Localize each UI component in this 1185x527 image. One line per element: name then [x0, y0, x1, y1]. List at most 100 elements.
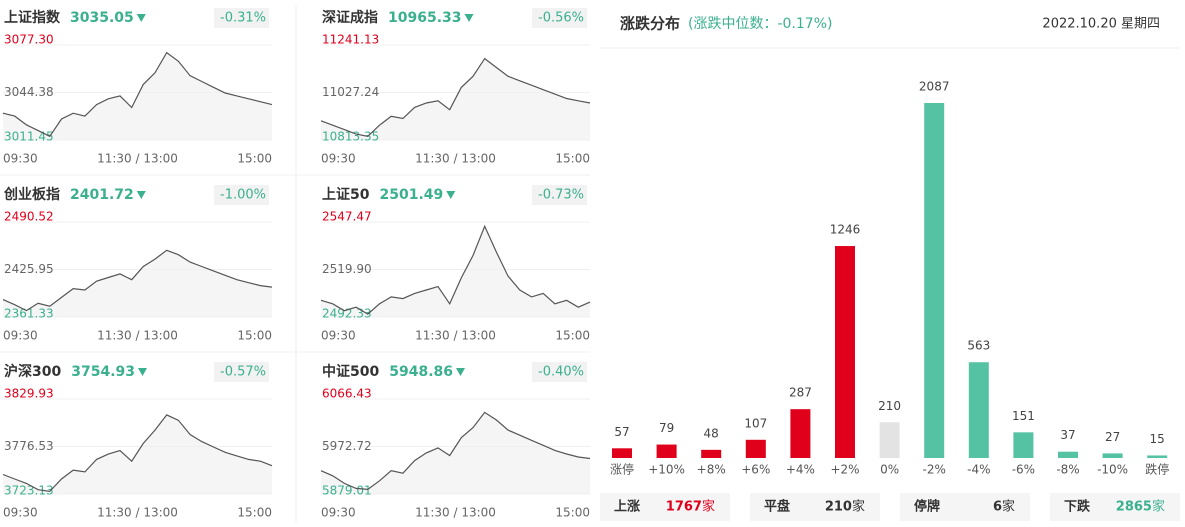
- index-name: 上证指数: [4, 9, 61, 26]
- change-badge: [532, 8, 587, 28]
- summary-value: 1767: [666, 500, 702, 515]
- summary-box: [750, 493, 880, 521]
- bar-value: 79: [659, 421, 674, 435]
- bar-value: 563: [967, 339, 990, 353]
- x-tick-label: 11:30 / 13:00: [415, 329, 496, 343]
- price-line: [2, 414, 273, 493]
- change-badge: [532, 185, 587, 205]
- x-tick-label: -6%: [1012, 463, 1035, 477]
- change-badge: [532, 362, 587, 382]
- index-change: -0.57%: [220, 365, 266, 380]
- x-tick-label: +2%: [830, 463, 859, 477]
- bar-value: 287: [789, 386, 812, 400]
- index-change: -0.56%: [538, 11, 584, 26]
- price-line: [320, 57, 591, 137]
- index-name: 中证500: [322, 363, 379, 380]
- summary-unit: 家: [852, 499, 865, 515]
- x-tick-label: 15:00: [555, 152, 590, 166]
- index-price: 3035.05: [70, 10, 134, 26]
- summary-label: 停牌: [914, 499, 940, 515]
- bar: [701, 449, 722, 458]
- down-arrow: [446, 191, 456, 199]
- x-tick-label: 15:00: [555, 506, 590, 520]
- index-change: -0.31%: [220, 11, 266, 26]
- x-tick-label: -8%: [1056, 463, 1079, 477]
- summary-value: 210: [825, 500, 852, 515]
- y-tick-label: 11027.24: [322, 85, 379, 99]
- bar-value: 151: [1012, 409, 1035, 423]
- bar-value: 15: [1150, 432, 1165, 446]
- x-tick-label: 15:00: [237, 506, 272, 520]
- x-tick-label: 11:30 / 13:00: [97, 152, 178, 166]
- y-tick-label: 2492.33: [322, 307, 372, 321]
- summary-box: [900, 493, 1030, 521]
- x-tick-label: 15:00: [237, 152, 272, 166]
- summary-unit: 家: [702, 499, 715, 515]
- x-tick-label: 11:30 / 13:00: [97, 329, 178, 343]
- bar-value: 107: [744, 416, 767, 430]
- y-tick-label: 5972.72: [322, 439, 372, 453]
- bar: [790, 409, 811, 458]
- summary-label: 下跌: [1064, 499, 1091, 515]
- x-tick-label: -10%: [1097, 463, 1128, 477]
- summary-box: [600, 493, 730, 521]
- index-price: 5948.86: [389, 364, 453, 380]
- change-badge: [214, 8, 269, 28]
- index-price: 2401.72: [70, 187, 134, 203]
- area: [3, 414, 272, 494]
- price-line: [320, 224, 591, 315]
- bar: [656, 444, 677, 458]
- chart-title: 涨跌分布: [620, 15, 680, 33]
- bar-value: 37: [1060, 428, 1075, 442]
- x-tick-label: 跌停: [1145, 462, 1169, 477]
- bar: [745, 439, 766, 458]
- chart-subtitle: (涨跌中位数：-0.17%): [688, 16, 832, 32]
- summary-label: 平盘: [764, 499, 790, 515]
- bar: [1102, 453, 1123, 458]
- y-tick-label: 3077.30: [4, 33, 54, 47]
- y-tick-label: 10813.35: [322, 130, 379, 144]
- x-tick-label: -4%: [967, 463, 990, 477]
- x-tick-label: +6%: [741, 463, 770, 477]
- y-tick-label: 3829.93: [4, 387, 54, 401]
- bar: [879, 422, 900, 458]
- area: [3, 250, 272, 317]
- price-line: [320, 411, 591, 491]
- x-tick-label: 15:00: [555, 329, 590, 343]
- x-tick-label: 涨停: [610, 462, 634, 477]
- x-tick-label: 09:30: [3, 506, 38, 520]
- x-tick-label: +10%: [648, 463, 685, 477]
- bar: [612, 448, 632, 458]
- y-tick-label: 2519.90: [322, 262, 372, 276]
- summary-label: 上涨: [614, 500, 640, 515]
- summary-value: 6: [993, 500, 1002, 515]
- index-name: 深证成指: [322, 9, 378, 26]
- y-tick-label: 2490.52: [4, 210, 54, 224]
- bar: [924, 103, 945, 458]
- y-tick-label: 3011.45: [4, 130, 54, 144]
- x-tick-label: 09:30: [321, 506, 356, 520]
- bar-value: 210: [878, 399, 901, 413]
- y-tick-label: 11241.13: [322, 33, 379, 47]
- y-tick-label: 5879.01: [322, 484, 372, 498]
- y-tick-label: 6066.43: [322, 387, 372, 401]
- date: 2022.10.20 星期四: [1042, 17, 1160, 32]
- bar-value: 1246: [830, 223, 861, 237]
- x-tick-label: -2%: [923, 463, 946, 477]
- index-price: 10965.33: [388, 10, 462, 26]
- x-tick-label: 09:30: [321, 329, 356, 343]
- down-arrow: [464, 14, 474, 22]
- bar-value: 27: [1105, 430, 1120, 444]
- change-badge: [214, 362, 269, 382]
- bar-value: 2087: [919, 80, 950, 94]
- change-badge: [214, 185, 269, 205]
- index-change: -0.40%: [538, 365, 584, 380]
- index-name: 创业板指: [3, 186, 60, 203]
- index-change: -0.73%: [538, 188, 584, 203]
- bar: [1147, 455, 1168, 458]
- y-tick-label: 2425.95: [4, 262, 54, 276]
- y-tick-label: 2361.33: [4, 307, 54, 321]
- summary-value: 2865: [1116, 500, 1152, 515]
- price-line: [2, 51, 273, 138]
